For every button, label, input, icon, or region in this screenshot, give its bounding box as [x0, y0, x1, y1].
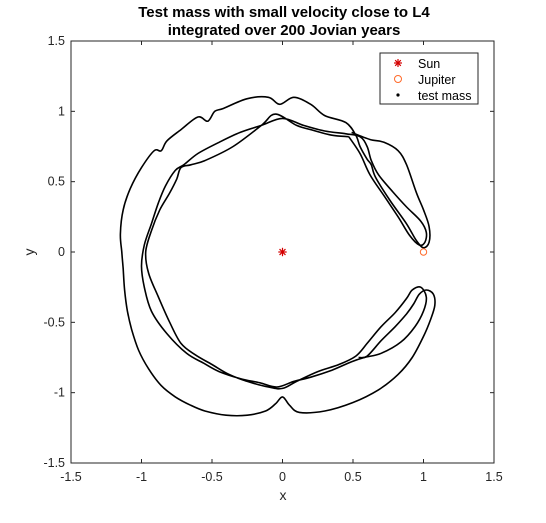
- y-axis-label: y: [21, 249, 37, 256]
- asterisk-icon: [394, 59, 402, 67]
- x-tick-label: -1: [136, 470, 147, 484]
- legend-label-jupiter: Jupiter: [418, 73, 456, 87]
- chart-title-line-2: integrated over 200 Jovian years: [168, 22, 401, 39]
- y-tick-label: 1: [58, 104, 65, 118]
- bodies-layer: [278, 247, 428, 257]
- dot-icon: [396, 93, 400, 97]
- legend-item-jupiter: Jupiter: [394, 73, 456, 87]
- jupiter-marker: [419, 248, 428, 256]
- legend-item-test-mass: test mass: [396, 89, 472, 103]
- x-tick-label: 1: [420, 470, 427, 484]
- legend-item-sun: Sun: [394, 57, 440, 71]
- y-axis-ticks: -1.5 -1 -0.5 0 0.5 1 1.5: [43, 34, 494, 470]
- legend: Sun Jupiter test mass: [379, 52, 479, 105]
- x-tick-label: -1.5: [60, 470, 82, 484]
- trajectory-inner-loop: [140, 113, 428, 390]
- y-tick-label: 0: [58, 245, 65, 259]
- x-tick-label: 1.5: [485, 470, 502, 484]
- test-mass-trajectory: [119, 96, 436, 417]
- x-tick-label: 0: [279, 470, 286, 484]
- x-axis-ticks: -1.5 -1 -0.5 0 0.5 1 1.5: [60, 41, 503, 484]
- y-tick-label: 1.5: [48, 34, 65, 48]
- circle-icon: [394, 75, 402, 83]
- plot-area: [70, 40, 495, 464]
- y-tick-label: 0.5: [48, 175, 65, 189]
- x-tick-label: 0.5: [344, 470, 361, 484]
- chart-title-line-1: Test mass with small velocity close to L…: [138, 4, 430, 21]
- legend-label-test-mass: test mass: [418, 89, 472, 103]
- y-tick-label: -1.5: [43, 456, 65, 470]
- y-tick-label: -0.5: [43, 315, 65, 329]
- x-tick-label: -0.5: [201, 470, 223, 484]
- legend-sun-asterisk: [394, 59, 402, 67]
- y-tick-label: -1: [54, 386, 65, 400]
- legend-label-sun: Sun: [418, 57, 440, 71]
- chart-title: Test mass with small velocity close to L…: [138, 4, 430, 39]
- sun-marker: [278, 247, 287, 257]
- x-axis-label: x: [280, 487, 287, 503]
- trajectory-outer-loop: [119, 96, 436, 417]
